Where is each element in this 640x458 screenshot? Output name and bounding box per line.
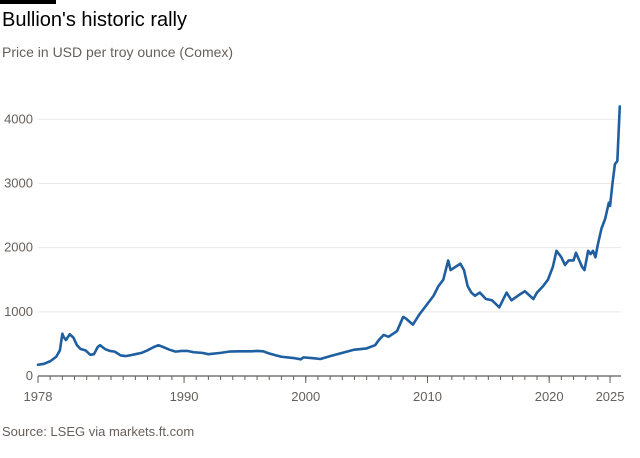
series-line-gold-price (36, 105, 622, 367)
chart-subtitle: Price in USD per troy ounce (Comex) (2, 44, 234, 60)
brand-bar (0, 0, 56, 4)
y-tick-label-3000: 3000 (4, 175, 33, 190)
y-tick-label-0: 0 (26, 368, 33, 383)
x-tick-label-1978: 1978 (24, 389, 53, 404)
x-tick-label-2010: 2010 (413, 389, 442, 404)
chart-title: Bullion's historic rally (2, 9, 187, 31)
x-tick-label-2025: 2025 (596, 389, 625, 404)
y-tick-label-2000: 2000 (4, 240, 33, 255)
y-tick-label-4000: 4000 (4, 111, 33, 126)
x-tick-label-1990: 1990 (170, 389, 199, 404)
x-axis: 1978 1990 2000 2010 2020 2025 (24, 375, 625, 404)
x-tick-label-2020: 2020 (535, 389, 564, 404)
y-axis-labels: 0 1000 2000 3000 4000 (4, 111, 33, 383)
y-tick-label-1000: 1000 (4, 304, 33, 319)
series-layer (36, 105, 622, 367)
grid-layer (38, 118, 621, 313)
x-tick-label-2000: 2000 (291, 389, 320, 404)
source-note: Source: LSEG via markets.ft.com (2, 424, 195, 439)
